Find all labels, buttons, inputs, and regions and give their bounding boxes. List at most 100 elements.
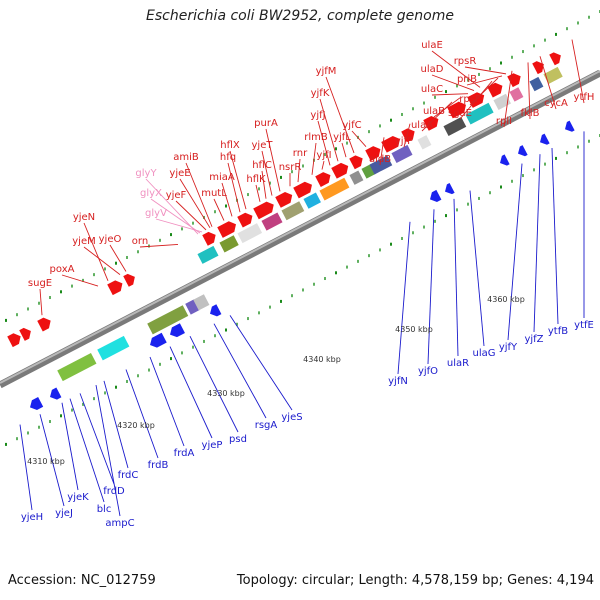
leader-line	[325, 76, 355, 154]
gene-label: hflC	[252, 160, 272, 171]
gene-label: yjfP	[395, 136, 413, 147]
reverse-gene-arrow	[445, 183, 455, 195]
leader-line	[431, 74, 475, 91]
scale-label: 4310 kbp	[27, 457, 65, 466]
tick-dot	[93, 273, 95, 277]
tick-dot	[137, 374, 139, 378]
forward-gene-arrow	[107, 280, 123, 296]
gene-label: yjeS	[281, 412, 302, 423]
feature-bands	[57, 66, 563, 382]
forward-gene-arrow	[423, 116, 439, 131]
leader-line	[431, 50, 481, 88]
feature-band	[261, 212, 283, 231]
leader-line	[69, 398, 105, 503]
reverse-gene-arrow	[500, 154, 510, 166]
gene-label: ytfE	[574, 320, 594, 331]
feature-band	[219, 235, 239, 253]
forward-gene-arrow	[365, 146, 381, 161]
leader-line	[139, 243, 179, 248]
leader-line	[403, 123, 411, 148]
gene-label: yjeM	[72, 236, 95, 247]
leader-line	[397, 221, 411, 375]
tick-dot	[258, 187, 260, 191]
feature-band	[543, 66, 563, 84]
tick-dot	[324, 153, 326, 157]
scale-label: 4320 kbp	[117, 421, 155, 430]
tick-dot	[445, 214, 447, 218]
tick-dot	[445, 90, 447, 94]
reverse-gene-arrow	[170, 323, 185, 338]
tick-dot	[379, 124, 381, 128]
leader-line	[39, 288, 43, 316]
feature-band	[303, 192, 321, 209]
tick-dot	[115, 261, 117, 265]
gene-label: ulaB	[423, 106, 445, 117]
backbone-line	[0, 69, 600, 389]
gene-label: yjfY	[499, 342, 518, 353]
tick-dot	[522, 174, 524, 178]
gene-label: rlmB	[304, 132, 328, 143]
leader-line	[503, 70, 513, 128]
gene-label: sgaE	[448, 108, 472, 119]
tick-dot	[104, 391, 106, 395]
forward-gene-arrow	[549, 52, 561, 66]
tick-dot	[346, 141, 348, 145]
tick-dot	[181, 351, 183, 355]
tick-dot	[379, 248, 381, 252]
gene-arrows	[7, 52, 575, 410]
gene-label: ytfH	[574, 92, 595, 103]
tick-dot	[489, 67, 491, 71]
feature-band	[443, 116, 467, 136]
gene-label: frdB	[148, 460, 169, 471]
tick-dot	[368, 130, 370, 134]
tick-dot	[291, 170, 293, 174]
tick-dot	[533, 44, 535, 48]
gene-label: rpsF	[459, 94, 481, 105]
reverse-gene-arrow	[430, 189, 442, 202]
leader-line	[227, 162, 241, 213]
leader-line	[551, 147, 559, 325]
leader-line	[149, 356, 185, 447]
leader-line	[179, 178, 211, 229]
leader-line	[571, 39, 585, 104]
gene-label: yjeE	[169, 168, 190, 179]
leader-line	[469, 77, 499, 106]
forward-gene-arrow	[507, 73, 521, 88]
gene-label: glyV	[145, 208, 167, 219]
leader-line	[83, 246, 121, 275]
leader-line	[317, 120, 331, 166]
tick-dot	[5, 442, 7, 446]
tick-dot	[236, 322, 238, 326]
leader-line	[155, 218, 203, 233]
tick-dot	[82, 278, 84, 282]
gene-label: ulaD	[421, 64, 444, 75]
leader-line	[95, 384, 121, 517]
tick-dot	[269, 181, 271, 185]
tick-dot	[324, 277, 326, 281]
reverse-gene-arrow	[518, 145, 528, 157]
label-leader-lines	[19, 39, 585, 517]
gene-label: priB	[457, 74, 477, 85]
gene-label: ulaA	[411, 120, 433, 131]
forward-gene-arrow	[123, 273, 135, 287]
gene-label: ulaR	[447, 358, 469, 369]
tick-dot	[203, 339, 205, 343]
tick-dot	[214, 210, 216, 214]
scale-labels: 4310 kbp 4320 kbp 4330 kbp 4340 kbp 4350 kbp…	[27, 295, 525, 466]
tick-dot	[115, 385, 117, 389]
tick-dot	[280, 299, 282, 303]
gene-label: yjeO	[99, 234, 122, 245]
leader-line	[39, 414, 65, 507]
gene-label: purA	[254, 118, 278, 129]
tick-dot	[357, 259, 359, 263]
gene-label: frdC	[118, 470, 139, 481]
leader-line	[459, 80, 493, 120]
scale-label: 4330 kbp	[207, 389, 245, 398]
gene-labels: sugE poxA yjeN yjeM yjeO orn glyY glyX glyV yjeF y…	[21, 40, 595, 529]
tick-dot	[555, 32, 557, 36]
gene-label: frdA	[174, 448, 195, 459]
leader-line	[175, 200, 207, 231]
gene-label: rpsR	[454, 56, 477, 67]
leader-line	[229, 150, 247, 210]
